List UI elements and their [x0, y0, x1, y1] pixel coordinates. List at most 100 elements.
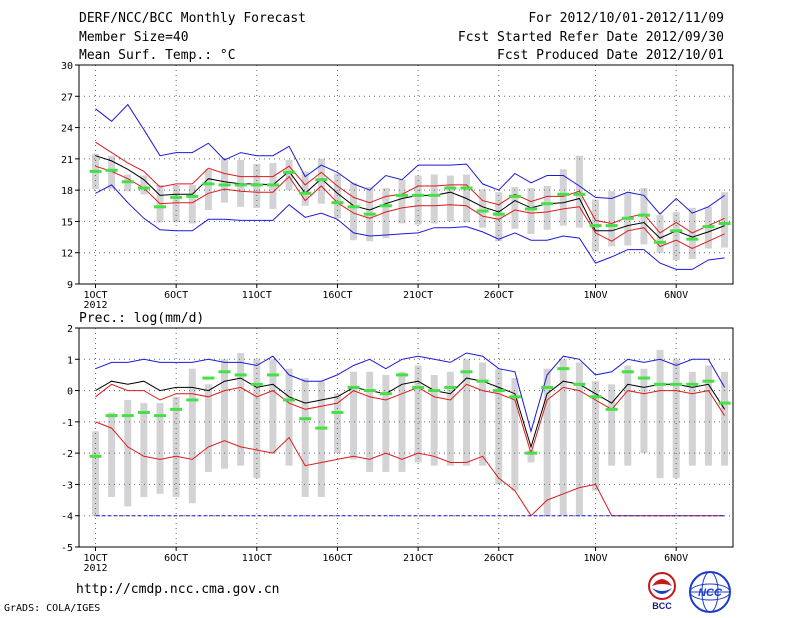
temp-median-day-16	[331, 201, 344, 205]
prec-median-day-13	[283, 398, 296, 402]
temp-median-day-15	[315, 178, 328, 182]
prec-box-day-22	[430, 374, 438, 466]
prec-median-day-3	[121, 414, 134, 418]
ncc-logo: NCC	[689, 571, 731, 613]
prec-ytick-label: -1	[61, 418, 73, 429]
temp-median-day-39	[702, 225, 715, 229]
temp-box-day-19	[382, 188, 390, 239]
temp-median-day-27	[508, 194, 521, 198]
temp-median-day-40	[718, 222, 731, 226]
prec-median-day-34	[621, 370, 634, 374]
temp-median-day-18	[363, 212, 376, 216]
temp-median-day-14	[299, 191, 312, 195]
prec-median-day-29	[541, 385, 554, 389]
prec-box-day-19	[382, 374, 390, 472]
temp-xtick-label: 1OCT	[83, 290, 107, 301]
prec-median-day-19	[379, 392, 392, 396]
prec-xtick-label: 11OCT	[242, 553, 272, 564]
temp-median-day-8	[202, 182, 215, 186]
temp-box-day-20	[398, 179, 406, 224]
temp-median-day-37	[670, 229, 683, 233]
prec-median-day-27	[508, 395, 521, 399]
prec-box-day-6	[172, 396, 180, 497]
prec-ytick-label: 2	[67, 324, 73, 335]
temp-median-day-13	[283, 170, 296, 174]
prec-median-day-8	[202, 376, 215, 380]
temp-ytick-label: 9	[67, 280, 73, 291]
temp-xtick-label: 1NOV	[583, 290, 607, 301]
prec-box-day-8	[204, 384, 212, 472]
temp-box-day-13	[285, 159, 293, 191]
prec-box-day-10	[237, 353, 245, 466]
prec-median-day-32	[589, 395, 602, 399]
prec-box-day-33	[608, 384, 616, 466]
prec-box-day-2	[108, 412, 116, 497]
prec-box-day-38	[688, 371, 696, 466]
prec-median-day-16	[331, 410, 344, 414]
prec-box-day-40	[721, 371, 729, 466]
forecast-period-label: For 2012/10/01-2012/11/09	[528, 11, 724, 26]
prec-box-day-13	[285, 368, 293, 466]
prec-median-day-37	[670, 382, 683, 386]
source-url[interactable]: http://cmdp.ncc.cma.gov.cn	[76, 582, 280, 597]
prec-xtick-label: 1OCT	[83, 553, 107, 564]
temp-median-day-19	[379, 204, 392, 208]
prec-xtick-label: 16OCT	[322, 553, 352, 564]
temp-box-day-7	[188, 184, 196, 224]
prec-box-day-35	[640, 368, 648, 454]
prec-median-day-40	[718, 401, 731, 405]
prec-median-day-4	[137, 410, 150, 414]
temp-box-day-14	[301, 171, 309, 206]
temp-median-day-4	[137, 186, 150, 190]
prec-median-day-35	[637, 376, 650, 380]
prec-box-day-14	[301, 378, 309, 497]
temp-median-day-28	[525, 207, 538, 211]
temp-ytick-label: 18	[61, 186, 73, 197]
prec-median-day-30	[557, 367, 570, 371]
prec-box-day-31	[575, 362, 583, 516]
temp-median-day-20	[395, 193, 408, 197]
prec-box-day-17	[350, 371, 358, 460]
temp-xtick-label: 6OCT	[164, 290, 188, 301]
temp-box-day-8	[204, 169, 212, 210]
prec-box-day-26	[495, 368, 503, 485]
prec-box-day-20	[398, 371, 406, 472]
prec-median-day-21	[412, 385, 425, 389]
grads-credit: GrADS: COLA/IGES	[4, 603, 101, 614]
temp-box-day-2	[108, 155, 116, 190]
variable-label: Mean Surf. Temp.: °C	[79, 48, 236, 63]
temp-box-day-17	[350, 182, 358, 241]
temp-median-day-12	[266, 183, 279, 187]
temp-box-day-28	[527, 188, 535, 234]
prec-series-max	[95, 352, 726, 434]
prec-box-day-39	[704, 365, 712, 466]
prec-median-day-6	[170, 407, 183, 411]
temp-xtick-label: 26OCT	[484, 290, 514, 301]
bcc-logo-text: BCC	[652, 601, 672, 610]
temp-median-day-7	[186, 194, 199, 198]
prec-box-day-30	[559, 359, 567, 516]
temp-box-day-9	[221, 157, 229, 203]
chart-title: DERF/NCC/BCC Monthly Forecast	[79, 11, 306, 26]
prec-ytick-label: 0	[67, 387, 73, 398]
prec-median-day-7	[186, 398, 199, 402]
prec-median-day-23	[444, 385, 457, 389]
prec-box-day-25	[479, 362, 487, 466]
temp-box-day-40	[721, 192, 729, 248]
prec-median-day-38	[686, 382, 699, 386]
temp-ytick-label: 30	[61, 61, 73, 72]
prec-plot-frame	[78, 327, 734, 548]
prec-median-day-5	[154, 414, 167, 418]
temp-ytick-label: 15	[61, 217, 73, 228]
temp-median-day-3	[121, 180, 134, 184]
temp-xtick-label: 16OCT	[322, 290, 352, 301]
temp-box-day-33	[608, 191, 616, 247]
temp-box-day-23	[446, 175, 454, 222]
prec-xtick-label: 21OCT	[403, 553, 433, 564]
prec-box-day-4	[140, 403, 148, 497]
temp-median-day-10	[234, 183, 247, 187]
prec-median-day-22	[428, 389, 441, 393]
prec-median-day-12	[266, 373, 279, 377]
temp-median-day-17	[347, 205, 360, 209]
